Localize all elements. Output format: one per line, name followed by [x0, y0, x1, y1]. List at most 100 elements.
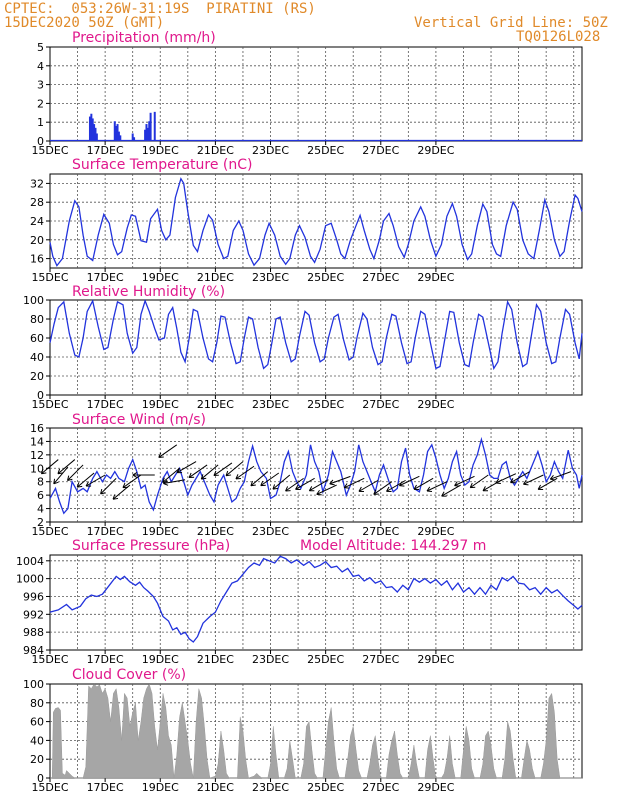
precip-ytick-label: 3 [37, 79, 44, 92]
wind-arrow-shaft [188, 464, 208, 478]
wind-arrow-shaft [225, 461, 244, 477]
wind-arrow-head [308, 486, 313, 491]
wind-title: Surface Wind (m/s) [72, 412, 206, 428]
pres-ytick-label: 992 [23, 608, 44, 621]
wind-arrow-head [285, 486, 289, 492]
rh-ytick-label: 20 [30, 370, 44, 383]
wind-arrow-head [53, 481, 59, 485]
wind-arrow-shaft [373, 481, 393, 495]
wind-arrow-head [67, 478, 73, 481]
wind-arrow-head [510, 478, 514, 483]
wind-frame [49, 427, 583, 523]
wind-arrow-shaft [358, 479, 379, 492]
wind-arrow-shaft [454, 475, 475, 487]
rh-xtick-label: 29DEC [417, 398, 454, 411]
rh-ytick-label: 0 [37, 389, 44, 402]
wind-arrow-head [53, 478, 56, 484]
temp-ytick-label: 24 [30, 215, 44, 228]
precip-bar [133, 137, 136, 141]
cloud-title: Cloud Cover (%) [72, 667, 186, 683]
cloud-xtick-label: 23DEC [252, 781, 289, 794]
precip-title: Precipitation (mm/h) [72, 30, 216, 46]
precip-bar [117, 131, 120, 141]
wind-arrow-head [225, 470, 229, 476]
temp-xtick-label: 25DEC [307, 271, 344, 284]
wind-arrow-shaft [200, 464, 219, 480]
precip-xtick-label: 27DEC [362, 144, 399, 157]
rh-ytick-label: 80 [30, 313, 44, 326]
cloud-ytick-label: 20 [30, 753, 44, 766]
wind-arrow-shaft [41, 459, 59, 475]
wind-arrow-shaft [510, 471, 530, 484]
pres-xtick-label: 19DEC [142, 653, 179, 666]
wind-ytick-label: 6 [37, 489, 44, 502]
rh-xtick-label: 23DEC [252, 398, 289, 411]
station-header: CPTEC: 053:26W-31:19S PIRATINI (RS) [4, 1, 316, 17]
wind-arrow-shaft [163, 479, 186, 485]
pres-xtick-label: 29DEC [417, 653, 454, 666]
precip-bar [131, 133, 134, 141]
wind-ytick-label: 8 [37, 476, 44, 489]
precip-xtick-label: 21DEC [197, 144, 234, 157]
rh-ytick-label: 60 [30, 332, 44, 345]
wind-arrow-head [316, 493, 322, 496]
wind-arrow-shaft [158, 444, 178, 458]
wind-arrow-head [201, 477, 207, 480]
wind-arrow-head [358, 486, 362, 492]
precip-xtick-label: 17DEC [87, 144, 124, 157]
precip-xtick-label: 23DEC [252, 144, 289, 157]
pres-xtick-label: 27DEC [362, 653, 399, 666]
wind-arrow-shaft [523, 474, 544, 485]
precip-ytick-label: 4 [37, 60, 44, 73]
wind-arrow-head [162, 477, 165, 483]
wind-arrow-head [113, 497, 119, 500]
wind-arrow-shaft [260, 472, 280, 487]
precip-bar [113, 121, 116, 141]
wind-ytick-label: 10 [30, 462, 44, 475]
wind-arrow-shaft [213, 462, 233, 476]
cloud-ytick-label: 0 [37, 772, 44, 785]
precip-bar [144, 129, 147, 141]
wind-arrow-head [316, 489, 320, 495]
wind-arrow-shaft [550, 471, 572, 480]
temp-series-line [49, 177, 583, 267]
wind-arrow-shaft [469, 474, 489, 489]
wind-arrow-head [188, 472, 192, 478]
pres-ytick-label: 1000 [16, 573, 44, 586]
wind-series-line [49, 436, 583, 515]
temp-ytick-label: 16 [30, 253, 44, 266]
wind-arrow-head [413, 484, 417, 490]
precip-bar [90, 113, 93, 141]
wind-arrow-head [441, 491, 445, 497]
wind-arrow-shaft [85, 474, 106, 487]
pres-frame [49, 554, 583, 651]
wind-arrow-shaft [426, 481, 448, 492]
cloud-ytick-label: 60 [30, 716, 44, 729]
wind-xtick-label: 19DEC [142, 525, 179, 538]
pres-panel: 984 988 992 996 1000 1004 15DEC 17DEC 19DEC 21DEC… [16, 538, 583, 666]
pres-xtick-label: 15DEC [31, 653, 68, 666]
wind-arrow-head [329, 483, 335, 486]
wind-arrow-head [57, 472, 63, 475]
precip-bar [95, 133, 98, 141]
precip-bar [148, 121, 151, 141]
cloud-xtick-label: 17DEC [87, 781, 124, 794]
pres-ytick-label: 988 [23, 626, 44, 639]
precip-ytick-label: 0 [37, 135, 44, 148]
wind-arrow-head [40, 468, 44, 474]
wind-arrow-head [344, 487, 350, 489]
temp-xtick-label: 23DEC [252, 271, 289, 284]
wind-arrow-head [163, 479, 168, 484]
wind-arrow-head [272, 484, 276, 490]
cloud-xtick-label: 25DEC [307, 781, 344, 794]
wind-arrow-shaft [76, 472, 95, 488]
cloud-panel: 0 20 40 60 80 100 15DEC 17DEC 19DEC 21DEC 23DEC 25D… [23, 667, 583, 794]
precip-ytick-label: 5 [37, 41, 44, 54]
precip-xtick-label: 15DEC [31, 144, 68, 157]
wind-arrow-head [132, 474, 138, 479]
wind-arrow-shaft [441, 484, 461, 497]
cloud-ytick-label: 80 [30, 697, 44, 710]
pres-xtick-label: 17DEC [87, 653, 124, 666]
rh-frame [49, 299, 583, 396]
